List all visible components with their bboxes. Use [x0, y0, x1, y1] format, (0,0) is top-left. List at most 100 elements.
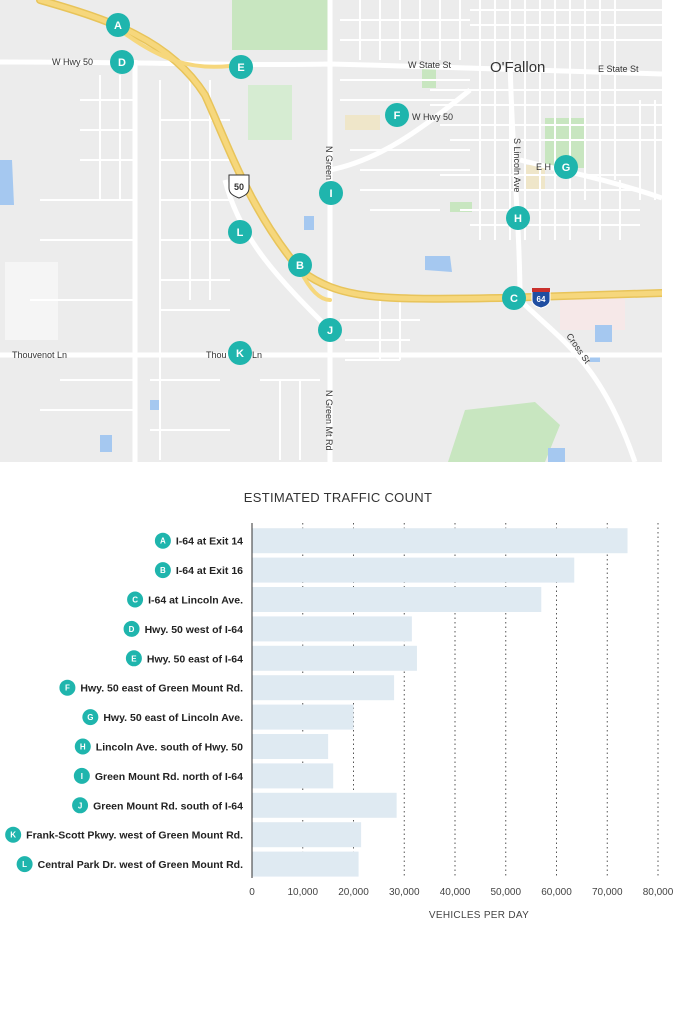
category-badge-letter: I	[81, 772, 83, 781]
category-label: Hwy. 50 east of Lincoln Ave.	[103, 712, 243, 724]
category-label: I-64 at Exit 14	[176, 536, 243, 548]
category-badge	[125, 650, 142, 667]
svg-text:50: 50	[234, 182, 244, 192]
marker-a[interactable]: A	[106, 13, 130, 37]
road-label-w-hwy-50: W Hwy 50	[52, 57, 93, 67]
category-badge	[74, 738, 91, 755]
bar-a	[252, 528, 628, 554]
marker-e[interactable]: E	[229, 55, 253, 79]
bar-l	[252, 851, 359, 877]
category-badge-letter: B	[160, 566, 166, 575]
svg-text:F: F	[394, 110, 401, 122]
category-badge	[59, 679, 76, 696]
category-badge	[154, 562, 171, 579]
marker-k[interactable]: K	[228, 341, 252, 365]
map-markers: A B C D E F G H I J K L	[106, 13, 578, 365]
svg-text:K: K	[236, 348, 244, 360]
category-badge	[127, 591, 144, 608]
category-label: Frank-Scott Pkwy. west of Green Mount Rd…	[26, 830, 243, 842]
x-tick-label: 60,000	[541, 887, 572, 898]
bar-k	[252, 822, 362, 848]
category-label: Hwy. 50 east of I-64	[147, 653, 243, 665]
category-badge	[123, 620, 140, 637]
bar-b	[252, 557, 575, 583]
svg-text:A: A	[114, 20, 122, 32]
svg-text:I: I	[329, 188, 332, 200]
road-label-w-hwy-50-mid: W Hwy 50	[412, 112, 453, 122]
category-label: Hwy. 50 west of I-64	[145, 624, 244, 636]
i-64-shield: 64	[531, 288, 551, 309]
category-label: I-64 at Exit 16	[176, 565, 243, 577]
area-map: O'Fallon W Hwy 50 W State St E State St …	[0, 0, 662, 462]
bar-f	[252, 675, 395, 701]
bar-g	[252, 704, 354, 730]
category-badge-letter: H	[80, 743, 86, 752]
x-tick-label: 20,000	[338, 887, 369, 898]
road-label-e-hwy: E H	[536, 162, 551, 172]
category-label: Lincoln Ave. south of Hwy. 50	[96, 742, 243, 754]
marker-l[interactable]: L	[228, 220, 252, 244]
bar-h	[252, 734, 329, 759]
chart-bars	[252, 528, 628, 877]
road-label-thouvenot-end: Ln	[252, 350, 262, 360]
marker-b[interactable]: B	[288, 253, 312, 277]
category-badge-letter: J	[78, 801, 82, 810]
svg-text:L: L	[237, 227, 244, 239]
category-badge-letter: E	[131, 654, 137, 663]
x-tick-label: 40,000	[440, 887, 471, 898]
traffic-bar-chart: ESTIMATED TRAFFIC COUNT I-64 at Exit 14 A…	[5, 490, 674, 921]
bar-i	[252, 763, 334, 789]
category-badge-letter: K	[10, 831, 16, 840]
category-badge	[82, 709, 99, 726]
category-badge-letter: G	[87, 713, 93, 722]
x-tick-label: 30,000	[389, 887, 420, 898]
x-tick-label: 10,000	[287, 887, 318, 898]
category-label: Central Park Dr. west of Green Mount Rd.	[38, 859, 243, 871]
svg-text:H: H	[514, 213, 522, 225]
svg-text:64: 64	[537, 295, 546, 304]
svg-text:B: B	[296, 260, 304, 272]
marker-d[interactable]: D	[110, 50, 134, 74]
marker-c[interactable]: C	[502, 286, 526, 310]
road-label-thouvenot-mid: Thou	[206, 350, 227, 360]
marker-f[interactable]: F	[385, 103, 409, 127]
category-badge	[16, 856, 33, 873]
x-tick-label: 0	[249, 887, 255, 898]
category-label: Green Mount Rd. north of I-64	[95, 771, 243, 783]
marker-g[interactable]: G	[554, 155, 578, 179]
marker-j[interactable]: J	[318, 318, 342, 342]
category-label: Hwy. 50 east of Green Mount Rd.	[80, 683, 243, 695]
x-tick-label: 80,000	[643, 887, 674, 898]
category-badge-letter: L	[22, 860, 27, 869]
svg-text:C: C	[510, 293, 518, 305]
water-bodies	[0, 160, 612, 462]
chart-x-axis-label: VEHICLES PER DAY	[429, 910, 529, 921]
bar-e	[252, 645, 417, 671]
chart-x-ticks: 0 10,000 20,000 30,000 40,000 50,000 60,000 70,…	[249, 887, 674, 898]
bar-d	[252, 616, 412, 642]
category-badge-letter: A	[160, 537, 166, 546]
category-badge	[73, 767, 90, 784]
category-badge	[72, 797, 89, 814]
category-badge-letter: C	[132, 596, 138, 605]
marker-i[interactable]: I	[319, 181, 343, 205]
svg-text:G: G	[562, 162, 571, 174]
svg-text:D: D	[118, 57, 126, 69]
category-badge-letter: F	[65, 684, 70, 693]
street-grid	[30, 0, 662, 460]
road-label-n-green-mt-rd: N Green Mt Rd	[324, 390, 334, 451]
bar-j	[252, 792, 397, 818]
chart-title: ESTIMATED TRAFFIC COUNT	[244, 490, 432, 505]
svg-text:E: E	[237, 62, 244, 74]
chart-category-labels: I-64 at Exit 14 A I-64 at Exit 16 B I-64 at …	[5, 532, 244, 873]
category-label: I-64 at Lincoln Ave.	[148, 595, 243, 607]
x-tick-label: 50,000	[490, 887, 521, 898]
marker-h[interactable]: H	[506, 206, 530, 230]
bar-c	[252, 587, 542, 612]
x-tick-label: 70,000	[592, 887, 623, 898]
road-label-e-state-st: E State St	[598, 64, 639, 74]
category-label: Green Mount Rd. south of I-64	[93, 800, 243, 812]
city-label: O'Fallon	[490, 59, 545, 76]
road-label-n-green: N Green	[324, 146, 334, 180]
svg-text:J: J	[327, 325, 333, 337]
